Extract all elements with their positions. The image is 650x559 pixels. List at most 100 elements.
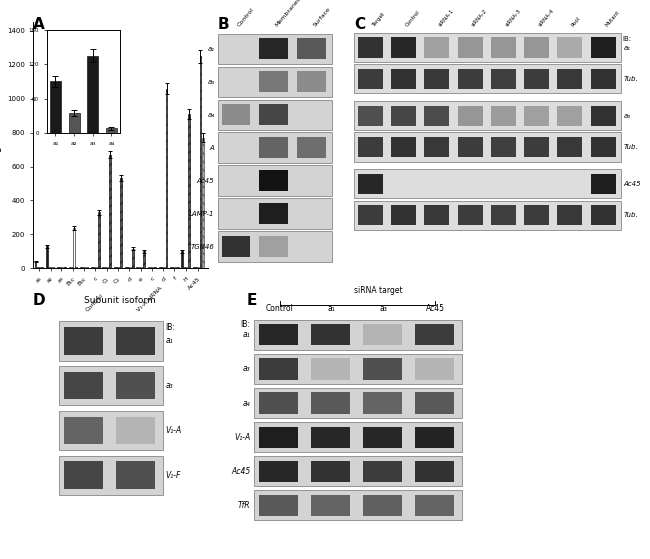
- Text: E: E: [247, 293, 257, 309]
- Bar: [62, 267, 64, 268]
- Text: a₁: a₁: [623, 45, 630, 50]
- Bar: [202, 138, 203, 268]
- Bar: [68, 267, 70, 268]
- Bar: [129, 267, 131, 268]
- Bar: [148, 267, 150, 268]
- Text: Ac45: Ac45: [231, 467, 250, 476]
- Text: V₁-A siRNA: V₁-A siRNA: [136, 286, 164, 313]
- Text: D: D: [32, 293, 45, 309]
- X-axis label: Subunit isoform: Subunit isoform: [84, 296, 156, 305]
- Text: Mutant: Mutant: [604, 10, 620, 28]
- Bar: [175, 267, 177, 268]
- Text: a₄: a₄: [242, 399, 250, 408]
- Text: IB:: IB:: [622, 36, 631, 42]
- Bar: [59, 267, 61, 268]
- Bar: [53, 267, 55, 268]
- Text: Control: Control: [266, 304, 293, 313]
- Bar: [39, 267, 41, 268]
- Bar: [138, 267, 140, 268]
- Text: B: B: [218, 17, 229, 32]
- Text: Ac45: Ac45: [623, 181, 641, 187]
- Text: Membranes: Membranes: [274, 0, 302, 28]
- Text: a₁: a₁: [328, 304, 335, 313]
- Bar: [118, 267, 120, 268]
- Bar: [193, 267, 194, 268]
- Text: Ac45: Ac45: [197, 178, 214, 183]
- Text: Surface: Surface: [313, 7, 332, 28]
- Bar: [64, 267, 66, 268]
- Bar: [170, 267, 172, 268]
- Text: siRNA target: siRNA target: [354, 286, 402, 295]
- Text: Ac45: Ac45: [426, 304, 445, 313]
- Bar: [37, 267, 39, 268]
- Text: a₃: a₃: [207, 79, 214, 84]
- Bar: [98, 212, 99, 268]
- Text: siRNA-1: siRNA-1: [437, 8, 455, 28]
- Bar: [114, 267, 116, 268]
- Bar: [188, 114, 190, 268]
- Bar: [161, 267, 163, 268]
- Text: A: A: [210, 145, 215, 150]
- Bar: [57, 267, 59, 268]
- Bar: [82, 267, 84, 268]
- Bar: [51, 267, 52, 268]
- Bar: [96, 267, 98, 268]
- Bar: [105, 267, 107, 268]
- Text: IB:: IB:: [240, 320, 250, 329]
- Bar: [200, 56, 201, 268]
- Text: siRNA-4: siRNA-4: [538, 8, 555, 28]
- Text: LAMP-1: LAMP-1: [189, 211, 214, 216]
- Text: V₁-A: V₁-A: [166, 426, 182, 435]
- Text: TGN46: TGN46: [190, 244, 214, 249]
- Bar: [109, 155, 111, 268]
- Bar: [172, 267, 174, 268]
- Bar: [166, 88, 168, 268]
- Bar: [46, 247, 47, 268]
- Text: siRNA-2: siRNA-2: [471, 8, 488, 28]
- Text: a₃: a₃: [623, 113, 630, 119]
- Bar: [34, 262, 36, 268]
- Text: Pool: Pool: [571, 16, 582, 28]
- Bar: [75, 267, 77, 268]
- Bar: [195, 267, 197, 268]
- Bar: [181, 252, 183, 268]
- Text: a₃: a₃: [380, 304, 387, 313]
- Bar: [120, 178, 122, 268]
- Text: a₃: a₃: [166, 381, 174, 390]
- Bar: [141, 267, 142, 268]
- Bar: [91, 267, 93, 268]
- Y-axis label: Signal: Signal: [0, 130, 1, 160]
- Bar: [103, 267, 104, 268]
- Text: C: C: [354, 17, 365, 32]
- Text: Tub.: Tub.: [623, 144, 638, 150]
- Text: a₁: a₁: [166, 337, 174, 345]
- Bar: [177, 267, 179, 268]
- Bar: [48, 267, 50, 268]
- Bar: [152, 267, 154, 268]
- Bar: [136, 267, 138, 268]
- Text: Tub.: Tub.: [623, 212, 638, 218]
- Text: V₁-A: V₁-A: [234, 433, 250, 442]
- Text: a₁: a₁: [207, 46, 214, 51]
- Bar: [163, 267, 165, 268]
- Bar: [116, 267, 118, 268]
- Bar: [84, 267, 86, 268]
- Bar: [94, 267, 95, 268]
- Bar: [127, 267, 129, 268]
- Text: V₁-F: V₁-F: [166, 471, 181, 480]
- Text: Target: Target: [371, 12, 385, 28]
- Text: a₁: a₁: [242, 330, 250, 339]
- Text: IB:: IB:: [166, 323, 176, 332]
- Bar: [80, 267, 82, 268]
- Bar: [150, 267, 151, 268]
- Bar: [132, 249, 134, 268]
- Bar: [159, 267, 161, 268]
- Bar: [186, 267, 188, 268]
- Bar: [198, 267, 199, 268]
- Text: Control: Control: [404, 10, 421, 28]
- Text: a₃: a₃: [242, 364, 250, 373]
- Text: a₄: a₄: [207, 112, 214, 117]
- Bar: [184, 267, 185, 268]
- Text: Control: Control: [84, 293, 104, 313]
- Bar: [71, 267, 73, 268]
